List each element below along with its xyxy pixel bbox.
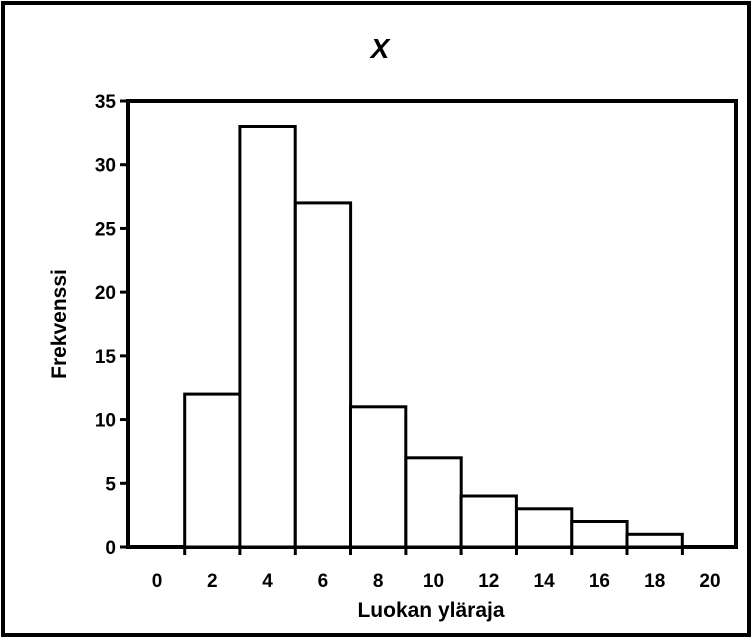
x-tick-label-8: 8 bbox=[373, 571, 384, 592]
x-tick-label-0: 0 bbox=[152, 571, 163, 592]
bar-14 bbox=[515, 507, 574, 549]
bar-16 bbox=[570, 520, 629, 549]
y-tick-label-5: 5 bbox=[105, 474, 116, 495]
bar-2 bbox=[183, 392, 242, 549]
x-tick-label-4: 4 bbox=[262, 571, 273, 592]
y-tick-label-10: 10 bbox=[95, 411, 116, 432]
bar-6 bbox=[293, 201, 353, 549]
bar-12 bbox=[459, 494, 518, 549]
x-tick-label-18: 18 bbox=[644, 571, 665, 592]
bar-8 bbox=[349, 405, 408, 549]
bar-18 bbox=[625, 532, 684, 549]
x-tick-label-14: 14 bbox=[534, 571, 556, 592]
x-tick-label-2: 2 bbox=[207, 571, 218, 592]
axis-group: 0 5 10 15 20 25 30 35 0 2 4 6 8 10 12 14 16 18 20 bbox=[95, 92, 721, 592]
y-tick-label-35: 35 bbox=[95, 92, 117, 113]
x-tick-label-16: 16 bbox=[589, 571, 610, 592]
y-axis-label: Frekvenssi bbox=[48, 269, 71, 379]
x-tick-label-10: 10 bbox=[423, 571, 444, 592]
y-tick-label-20: 20 bbox=[95, 283, 116, 304]
y-tick-label-30: 30 bbox=[95, 156, 116, 177]
y-tick-label-15: 15 bbox=[95, 347, 117, 368]
bars-group bbox=[183, 125, 684, 549]
x-axis-label: Luokan yläraja bbox=[357, 599, 504, 622]
bar-10 bbox=[404, 456, 463, 549]
x-tick-label-20: 20 bbox=[699, 571, 720, 592]
chart-title: X bbox=[369, 33, 392, 64]
y-tick-label-0: 0 bbox=[105, 538, 116, 559]
y-tick-label-25: 25 bbox=[95, 219, 117, 240]
bar-4 bbox=[238, 125, 297, 549]
x-tick-label-12: 12 bbox=[478, 571, 499, 592]
x-tick-label-6: 6 bbox=[318, 571, 329, 592]
